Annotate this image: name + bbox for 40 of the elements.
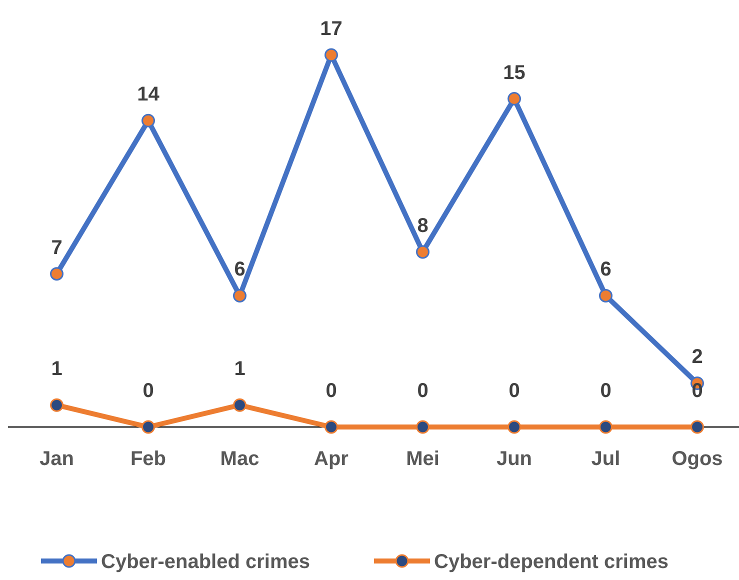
x-tick-label: Mei bbox=[406, 448, 440, 470]
x-tick-label: Ogos bbox=[672, 448, 723, 470]
data-label: 17 bbox=[320, 18, 342, 40]
data-label: 7 bbox=[51, 236, 62, 259]
point bbox=[142, 114, 155, 128]
data-label: 2 bbox=[692, 346, 703, 368]
data-label: 1 bbox=[234, 358, 246, 380]
data-label: 0 bbox=[508, 380, 520, 402]
x-tick-label: Jan bbox=[40, 448, 74, 470]
point bbox=[233, 288, 246, 302]
point bbox=[142, 420, 155, 434]
point bbox=[416, 420, 430, 434]
data-label: 6 bbox=[234, 258, 246, 281]
x-tick-label: Jul bbox=[591, 448, 620, 470]
point bbox=[599, 420, 612, 434]
point bbox=[50, 267, 64, 281]
point bbox=[50, 398, 64, 412]
x-tick-label: Feb bbox=[130, 448, 166, 470]
data-label: 0 bbox=[142, 380, 154, 402]
data-label: 6 bbox=[600, 258, 612, 281]
point bbox=[324, 420, 338, 434]
point bbox=[690, 420, 704, 434]
data-label: 14 bbox=[137, 84, 160, 106]
point bbox=[508, 420, 521, 434]
point bbox=[599, 288, 612, 302]
point bbox=[416, 245, 430, 259]
point bbox=[233, 398, 246, 412]
x-tick-label: Apr bbox=[314, 448, 349, 470]
data-label: 1 bbox=[51, 358, 62, 380]
point bbox=[324, 48, 338, 62]
legend-label: Cyber-enabled crimes bbox=[101, 551, 310, 573]
data-label: 0 bbox=[326, 380, 337, 402]
data-label: 0 bbox=[417, 380, 428, 402]
point bbox=[508, 92, 521, 106]
data-label: 15 bbox=[503, 62, 526, 84]
data-label: 8 bbox=[417, 214, 428, 237]
data-label: 0 bbox=[600, 380, 612, 402]
x-tick-label: Jun bbox=[496, 448, 532, 470]
legend-label: Cyber-dependent crimes bbox=[434, 551, 669, 573]
x-tick-label: Mac bbox=[220, 448, 260, 470]
